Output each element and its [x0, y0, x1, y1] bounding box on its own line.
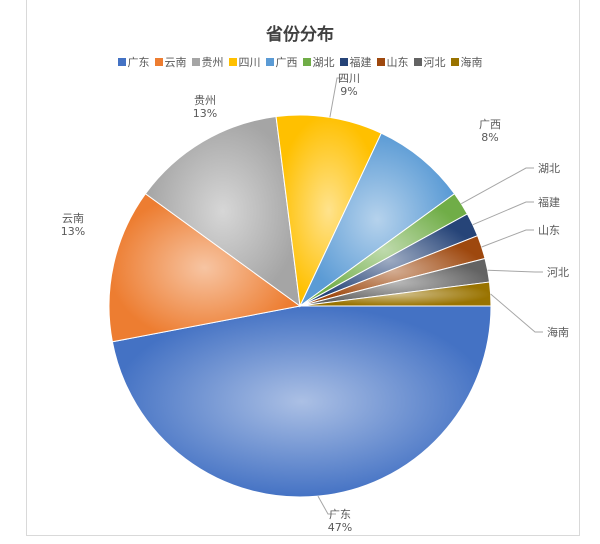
data-label: 四川 9%	[338, 72, 360, 98]
leader-line	[317, 495, 336, 515]
legend-swatch	[228, 58, 237, 66]
pie-slice-海南	[299, 281, 492, 307]
legend-label: 广东	[127, 56, 150, 69]
legend-item: 贵州	[191, 54, 224, 70]
legend-label: 福建	[349, 56, 372, 69]
legend-item: 海南	[450, 54, 483, 70]
legend-swatch	[450, 58, 459, 66]
legend-swatch	[191, 58, 200, 66]
data-label: 贵州 13%	[193, 94, 217, 120]
legend-label: 四川	[238, 56, 261, 69]
data-label: 云南 13%	[61, 212, 85, 238]
data-label: 湖北	[538, 162, 560, 175]
legend-swatch	[117, 58, 126, 66]
leader-line	[472, 201, 534, 226]
legend-label: 湖北	[312, 56, 335, 69]
data-label: 海南	[547, 325, 569, 339]
legend-swatch	[339, 58, 348, 66]
legend-item: 山东	[376, 54, 409, 70]
data-label: 河北	[547, 266, 569, 279]
legend-label: 贵州	[201, 56, 224, 69]
legend-item: 河北	[413, 54, 446, 70]
data-label: 广东 47%	[328, 508, 352, 534]
legend: 广东 云南 贵州 四川 广西 湖北 福建 山东 河北 海南	[0, 54, 600, 70]
data-label: 福建	[538, 195, 560, 209]
chart-title: 省份分布	[266, 25, 334, 45]
leader-line	[422, 124, 486, 159]
leader-line	[490, 293, 543, 333]
data-label: 山东	[538, 224, 560, 237]
leader-line	[481, 229, 534, 248]
legend-item: 湖北	[302, 54, 335, 70]
legend-item: 广西	[265, 54, 298, 70]
data-label: 广西 8%	[479, 118, 501, 144]
chart-frame	[26, 0, 580, 536]
leader-line	[461, 167, 534, 205]
legend-item: 福建	[339, 54, 372, 70]
pie-slice-贵州	[144, 115, 301, 308]
leader-line	[329, 77, 345, 118]
legend-label: 广西	[275, 56, 298, 69]
legend-swatch	[302, 58, 311, 66]
legend-label: 云南	[164, 56, 187, 69]
leader-line	[487, 269, 543, 273]
legend-swatch	[154, 58, 163, 66]
pie-slice-云南	[108, 193, 302, 343]
legend-swatch	[376, 58, 385, 66]
legend-item: 云南	[154, 54, 187, 70]
pie-slice-广西	[299, 132, 456, 307]
legend-swatch	[265, 58, 274, 66]
legend-item: 四川	[228, 54, 261, 70]
legend-label: 海南	[460, 56, 483, 69]
legend-swatch	[413, 58, 422, 66]
legend-item: 广东	[117, 54, 150, 70]
pie-slice-广东	[111, 305, 492, 498]
legend-label: 河北	[423, 56, 446, 69]
legend-label: 山东	[386, 56, 409, 69]
